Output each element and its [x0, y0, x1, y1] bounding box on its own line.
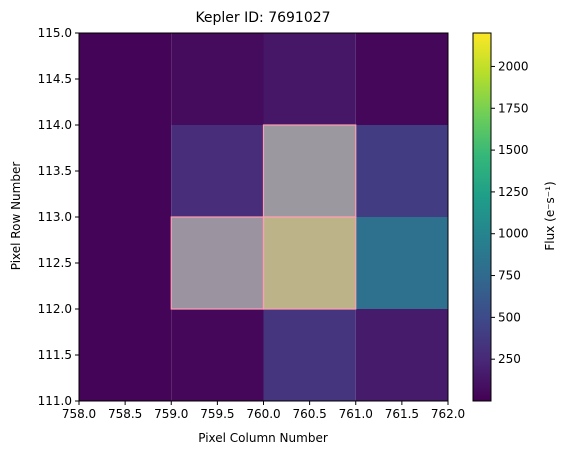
heatmap-cell [355, 125, 448, 217]
y-tick-label: 112.5 [38, 256, 72, 270]
heatmap-cell [171, 125, 264, 217]
y-tick-label: 113.5 [38, 164, 72, 178]
heatmap-cells [79, 33, 448, 401]
heatmap-cell [79, 217, 172, 309]
aperture-pixel [262, 124, 357, 218]
colorbar-tick-label: 1250 [498, 185, 529, 199]
heatmap-cell [79, 309, 172, 401]
x-tick-label: 761.5 [385, 407, 419, 421]
aperture-pixel [262, 216, 357, 310]
y-tick-label: 115.0 [38, 26, 72, 40]
colorbar-tick-label: 250 [498, 352, 521, 366]
colorbar-ticks: 250 500 750 1000 1250 1500 1750 2000 [491, 59, 529, 366]
heatmap-cell [79, 125, 172, 217]
colorbar-tick-label: 1000 [498, 227, 529, 241]
heatmap-cell [355, 217, 448, 309]
y-tick-label: 113.0 [38, 210, 72, 224]
x-tick-label: 760.0 [246, 407, 280, 421]
x-tick-label: 762.0 [431, 407, 465, 421]
x-tick-label: 758.0 [62, 407, 96, 421]
heatmap-cell [171, 309, 264, 401]
heatmap-cell [79, 33, 172, 125]
colorbar-tick-label: 1750 [498, 101, 529, 115]
x-axis: 758.0 758.5 759.0 759.5 760.0 760.5 761.0 761.5… [62, 401, 465, 421]
aperture-overlay [170, 124, 357, 310]
colorbar-tick-label: 750 [498, 269, 521, 283]
colorbar-tick-label: 2000 [498, 59, 529, 73]
heatmap-cell [171, 33, 264, 125]
aperture-pixel [170, 216, 265, 310]
y-tick-label: 111.5 [38, 348, 72, 362]
y-tick-label: 114.5 [38, 72, 72, 86]
x-tick-label: 761.0 [339, 407, 373, 421]
x-axis-label: Pixel Column Number [198, 431, 328, 445]
colorbar-tick-label: 1500 [498, 143, 529, 157]
colorbar [473, 33, 491, 401]
y-tick-label: 112.0 [38, 302, 72, 316]
y-axis: 111.0 111.5 112.0 112.5 113.0 113.5 114.0 114.5… [38, 26, 79, 408]
y-tick-label: 114.0 [38, 118, 72, 132]
chart-title: Kepler ID: 7691027 [195, 10, 330, 26]
colorbar-tick-label: 500 [498, 310, 521, 324]
y-axis-label: Pixel Row Number [9, 162, 23, 271]
heatmap-cell [355, 33, 448, 125]
x-tick-label: 759.5 [200, 407, 234, 421]
colorbar-frame [472, 32, 492, 402]
colorbar-label: Flux (e⁻s⁻¹) [543, 181, 557, 250]
x-tick-label: 759.0 [154, 407, 188, 421]
heatmap-cell [263, 309, 356, 401]
x-tick-label: 760.5 [292, 407, 326, 421]
heatmap-cell [355, 309, 448, 401]
x-tick-label: 758.5 [108, 407, 142, 421]
heatmap-cell [263, 33, 356, 125]
y-tick-label: 111.0 [38, 394, 72, 408]
